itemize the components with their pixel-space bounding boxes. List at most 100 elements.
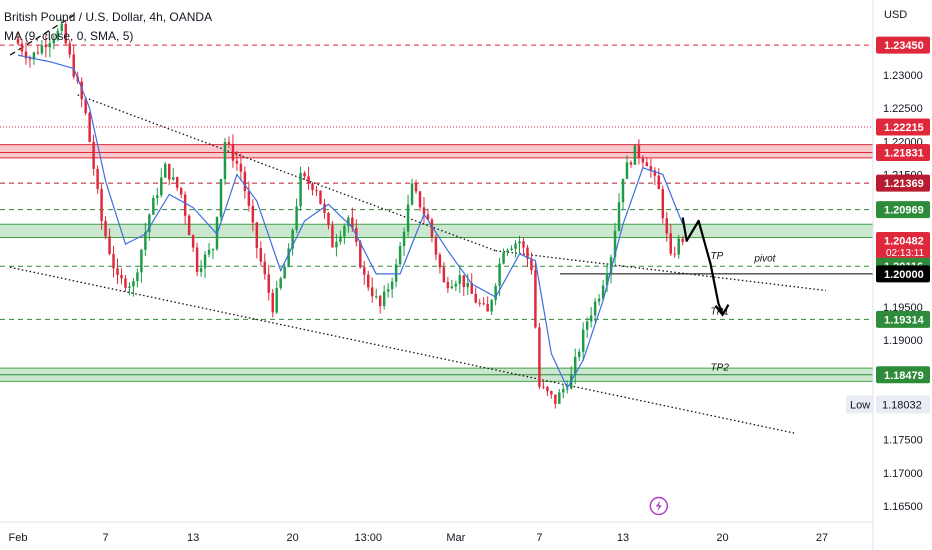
candle-body[interactable] <box>462 275 466 288</box>
candle-body[interactable] <box>470 282 473 294</box>
candle-body[interactable] <box>673 253 676 255</box>
candle-body[interactable] <box>426 214 430 220</box>
candle-body[interactable] <box>657 175 661 190</box>
price-tag-label[interactable]: 1.20969 <box>884 205 924 217</box>
candle-body[interactable] <box>104 220 107 237</box>
candle-body[interactable] <box>653 170 657 176</box>
price-tag-label[interactable]: 1.21369 <box>884 178 924 190</box>
candle-body[interactable] <box>645 162 649 167</box>
candle-body[interactable] <box>363 267 366 275</box>
candle-body[interactable] <box>669 233 672 254</box>
candle-body[interactable] <box>287 248 290 267</box>
candle-body[interactable] <box>199 268 203 272</box>
candle-body[interactable] <box>434 237 438 255</box>
candle-body[interactable] <box>168 163 171 180</box>
candle-body[interactable] <box>219 179 223 218</box>
price-tag-label[interactable]: 1.21831 <box>884 148 924 160</box>
candle-body[interactable] <box>621 178 625 203</box>
candle-body[interactable] <box>303 172 306 177</box>
candle-body[interactable] <box>132 281 135 287</box>
candle-body[interactable] <box>374 296 378 298</box>
price-tag-label[interactable]: 1.18479 <box>884 370 924 382</box>
candle-body[interactable] <box>514 243 517 249</box>
candle-body[interactable] <box>681 238 684 242</box>
candle-body[interactable] <box>406 204 410 232</box>
candle-body[interactable] <box>44 45 48 48</box>
candle-body[interactable] <box>64 24 67 44</box>
candle-body[interactable] <box>446 281 450 289</box>
candle-body[interactable] <box>16 38 20 44</box>
price-axis[interactable]: USD1.230001.225001.220001.215001.195001.… <box>846 0 932 550</box>
candle-body[interactable] <box>351 217 354 228</box>
candle-body[interactable] <box>490 300 493 312</box>
candle-body[interactable] <box>410 183 414 205</box>
candle-body[interactable] <box>398 246 402 265</box>
candle-body[interactable] <box>661 189 665 219</box>
candle-body[interactable] <box>394 264 398 282</box>
candle-body[interactable] <box>573 357 577 375</box>
candle-body[interactable] <box>629 162 633 165</box>
candle-body[interactable] <box>422 207 426 215</box>
candle-body[interactable] <box>589 315 593 322</box>
candle-body[interactable] <box>183 194 187 216</box>
candle-body[interactable] <box>526 247 529 259</box>
candle-body[interactable] <box>207 249 211 255</box>
candle-body[interactable] <box>386 289 390 292</box>
candle-body[interactable] <box>438 254 442 268</box>
candle-body[interactable] <box>390 281 394 290</box>
candle-body[interactable] <box>649 166 653 171</box>
candle-body[interactable] <box>585 321 589 330</box>
candle-body[interactable] <box>562 389 565 393</box>
candle-body[interactable] <box>28 58 32 60</box>
candle-body[interactable] <box>243 171 247 192</box>
candle-body[interactable] <box>402 231 406 247</box>
candle-body[interactable] <box>371 287 374 297</box>
candle-body[interactable] <box>498 263 501 286</box>
candle-body[interactable] <box>271 292 274 313</box>
candle-body[interactable] <box>609 257 613 274</box>
candle-body[interactable] <box>482 303 485 305</box>
candle-body[interactable] <box>486 303 489 312</box>
candle-body[interactable] <box>637 145 641 158</box>
candle-body[interactable] <box>259 248 263 262</box>
candle-body[interactable] <box>52 39 56 44</box>
candle-body[interactable] <box>641 157 645 163</box>
candle-body[interactable] <box>474 293 477 303</box>
candle-body[interactable] <box>311 183 314 191</box>
candle-body[interactable] <box>203 254 207 269</box>
candle-body[interactable] <box>60 24 64 31</box>
candle-body[interactable] <box>478 302 481 304</box>
candle-body[interactable] <box>136 272 139 282</box>
candle-body[interactable] <box>454 283 458 287</box>
price-tag-label[interactable]: 1.20000 <box>884 269 924 281</box>
candle-body[interactable] <box>191 235 195 248</box>
price-tag-label[interactable]: 1.23450 <box>884 40 924 52</box>
candle-body[interactable] <box>187 215 191 236</box>
candle-body[interactable] <box>148 214 151 233</box>
candle-body[interactable] <box>542 386 545 388</box>
candle-body[interactable] <box>331 225 334 248</box>
candle-body[interactable] <box>335 241 338 248</box>
low-value-label[interactable]: 1.18032 <box>882 399 922 411</box>
candle-body[interactable] <box>633 145 637 165</box>
candle-body[interactable] <box>56 30 60 40</box>
candle-body[interactable] <box>382 291 386 307</box>
candle-body[interactable] <box>613 230 617 258</box>
candle-body[interactable] <box>211 249 215 251</box>
candle-body[interactable] <box>116 268 119 275</box>
candle-body[interactable] <box>522 241 525 248</box>
candle-body[interactable] <box>156 195 159 198</box>
candle-body[interactable] <box>128 286 131 288</box>
candle-body[interactable] <box>418 191 422 208</box>
price-tag-label[interactable]: 1.22215 <box>884 122 924 134</box>
candle-body[interactable] <box>299 172 302 207</box>
candle-body[interactable] <box>430 219 434 238</box>
candle-body[interactable] <box>581 329 585 352</box>
candle-body[interactable] <box>279 278 282 288</box>
candles-layer[interactable] <box>16 19 684 409</box>
candle-body[interactable] <box>414 183 418 192</box>
candle-body[interactable] <box>339 236 342 242</box>
candle-body[interactable] <box>617 202 621 231</box>
candle-body[interactable] <box>144 232 147 250</box>
candle-body[interactable] <box>538 327 541 387</box>
